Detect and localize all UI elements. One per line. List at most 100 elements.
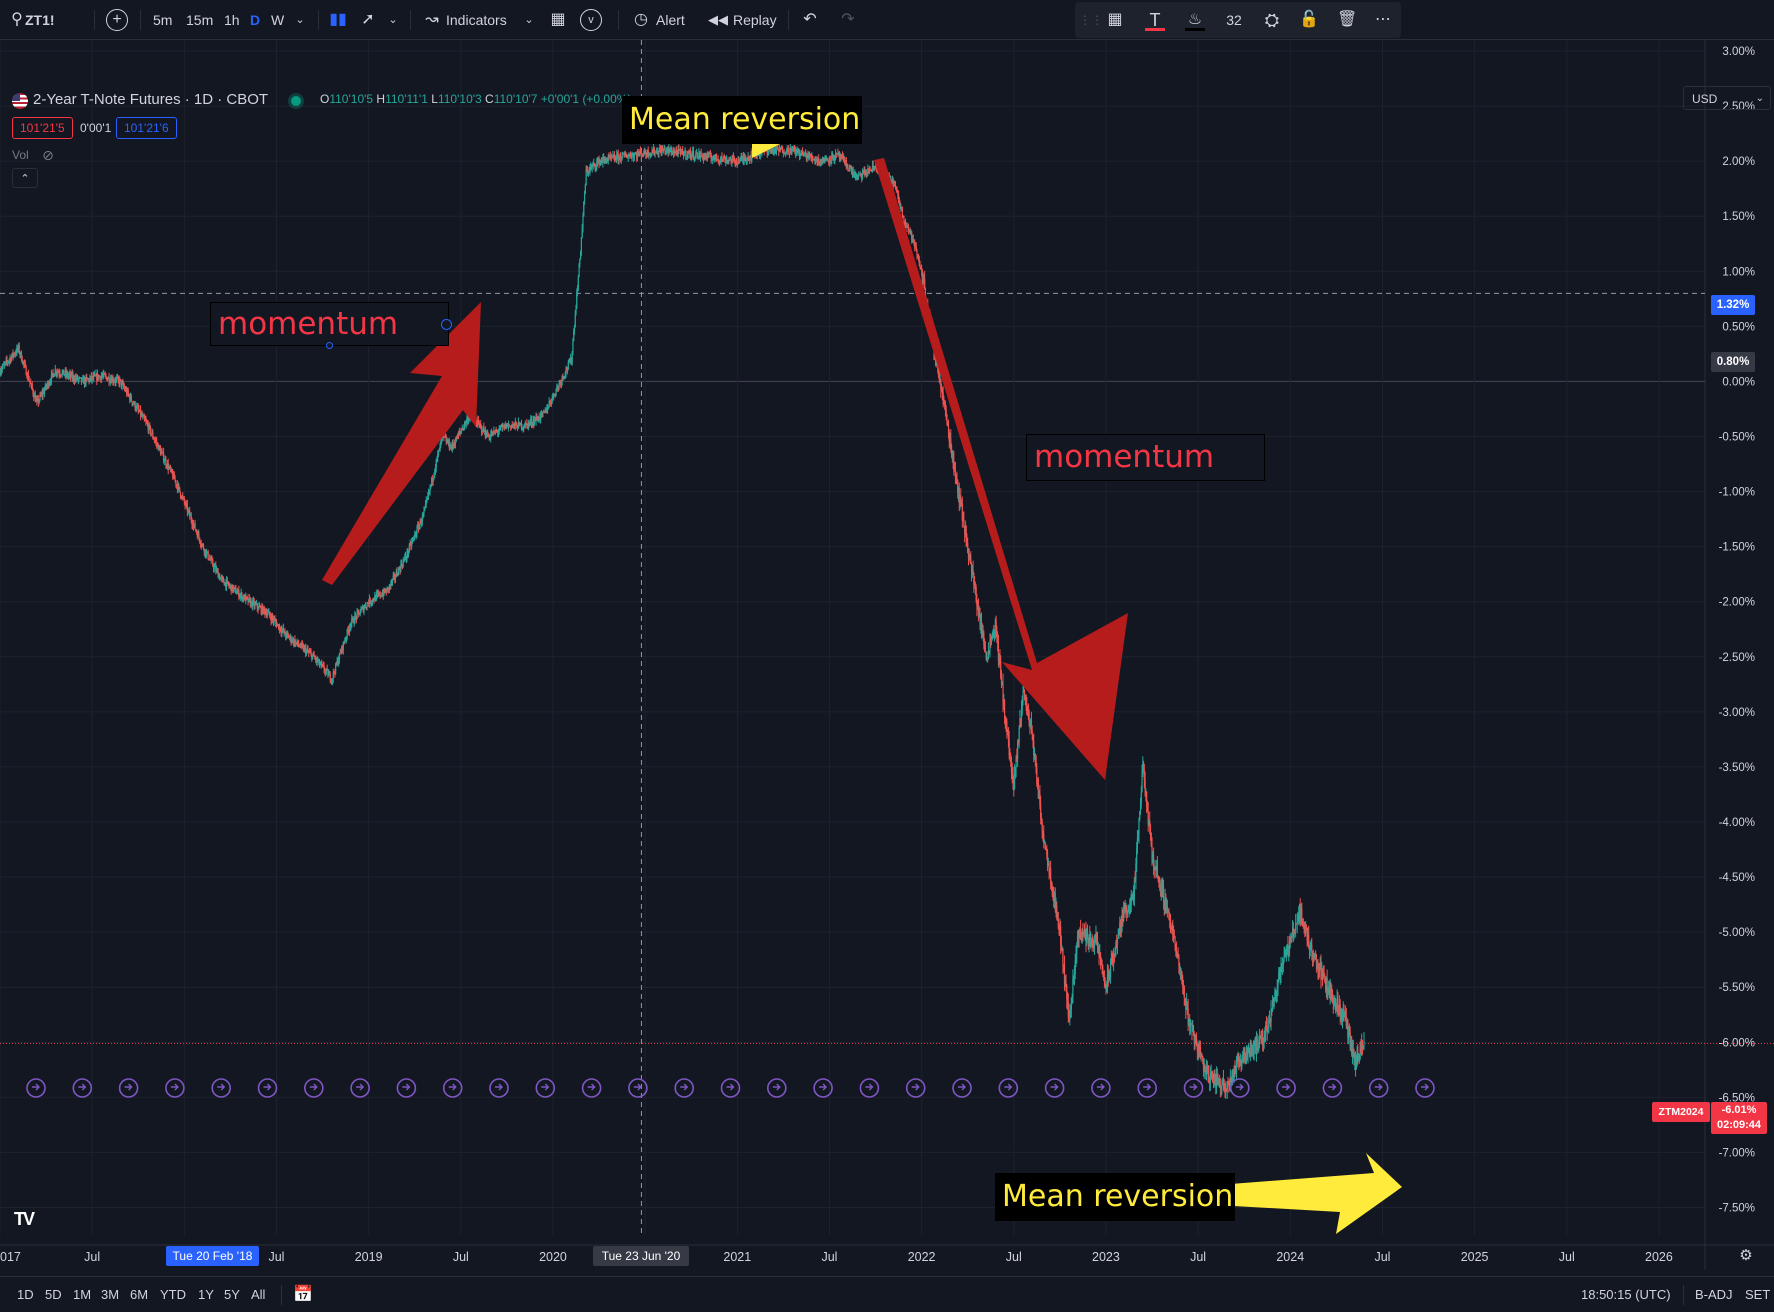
sell-price-button[interactable]: 101'21'5 — [12, 117, 73, 139]
annotation-handle[interactable] — [441, 319, 452, 330]
annotation-mean-reversion-top[interactable]: Mean reversion — [622, 96, 862, 144]
layout-grid-icon[interactable]: ▦ — [550, 11, 566, 28]
candle-body — [515, 422, 517, 425]
alert-button[interactable]: Alert — [656, 12, 685, 28]
range-1d[interactable]: 1D — [17, 1287, 34, 1302]
more-icon[interactable]: ⋯ — [1375, 11, 1391, 28]
rewind-icon[interactable]: ◀◀ — [708, 12, 728, 27]
candle-body — [247, 597, 249, 603]
chart-area[interactable]: 3.00% 2.50% 2.00% 1.50% 1.00% 0.50% 0.00% -0.50… — [0, 40, 1774, 1270]
candle-body — [1192, 1027, 1195, 1036]
price-chart[interactable]: 3.00%2.50%2.00%1.50%1.00%0.50%0.00%-0.50… — [0, 40, 1774, 1270]
range-3m[interactable]: 3M — [101, 1287, 120, 1302]
candle-body — [497, 431, 499, 433]
candle-body — [1084, 930, 1086, 936]
candle-body — [791, 147, 794, 149]
settings-icon[interactable]: ⛭ — [1264, 10, 1280, 30]
candle-body — [321, 664, 324, 666]
buy-price-button[interactable]: 101'21'6 — [116, 117, 177, 139]
candle-body — [415, 534, 417, 536]
candle-body — [1102, 967, 1104, 972]
calendar-icon[interactable]: 📅 — [293, 1286, 313, 1303]
candle-body — [229, 585, 231, 587]
candle-body — [732, 157, 735, 160]
candle-body — [104, 374, 106, 376]
range-ytd[interactable]: YTD — [160, 1287, 186, 1302]
back-adjust-toggle[interactable]: B-ADJ — [1695, 1287, 1733, 1302]
redo-icon[interactable]: ↷ — [841, 11, 855, 28]
candle-body — [369, 598, 371, 604]
interval-d[interactable]: D — [250, 12, 261, 28]
candle-body — [1199, 1046, 1201, 1053]
candle-body — [977, 607, 980, 616]
line-chart-icon[interactable]: ➚ — [361, 11, 375, 28]
annotation-mean-reversion-bottom[interactable]: Mean reversion — [995, 1173, 1235, 1221]
alert-clock-icon[interactable]: ◷ — [634, 11, 648, 28]
symbol-title[interactable]: 2-Year T-Note Futures · 1D · CBOT — [33, 91, 269, 108]
range-1y[interactable]: 1Y — [198, 1287, 214, 1302]
x-tick-label: 2026 — [1645, 1250, 1673, 1264]
font-size-value[interactable]: 32 — [1226, 12, 1242, 28]
candle-body — [1185, 999, 1187, 1010]
templates-icon[interactable]: v — [580, 9, 602, 31]
candle-body — [940, 388, 943, 390]
interval-15m[interactable]: 15m — [186, 12, 214, 28]
collapse-legend-icon[interactable]: ⌃ — [12, 168, 38, 188]
add-symbol-icon[interactable]: + — [106, 9, 128, 31]
candle-body — [1174, 937, 1176, 947]
annotation-handle[interactable] — [326, 342, 333, 349]
object-tree-icon[interactable]: ▦ — [1107, 11, 1123, 28]
candle-body — [1303, 924, 1305, 926]
undo-icon[interactable]: ↶ — [803, 11, 817, 28]
range-all[interactable]: All — [251, 1287, 266, 1302]
candle-body — [298, 645, 301, 647]
indicators-button[interactable]: Indicators — [446, 12, 507, 28]
annotation-momentum-left[interactable]: momentum — [210, 302, 449, 346]
axis-settings-icon[interactable]: ⚙ — [1739, 1247, 1753, 1264]
interval-5m[interactable]: 5m — [153, 12, 173, 28]
candle-body — [618, 156, 620, 161]
candle-body — [330, 680, 332, 682]
candle-body — [286, 632, 288, 634]
annotation-momentum-right[interactable]: momentum — [1026, 434, 1265, 481]
eye-hidden-icon[interactable]: ⊘ — [42, 147, 54, 163]
candle-body — [151, 432, 153, 434]
trash-icon[interactable]: 🗑 — [1337, 11, 1358, 28]
range-5y[interactable]: 5Y — [224, 1287, 240, 1302]
text-color-icon[interactable]: T — [1145, 9, 1165, 31]
candle-body — [817, 158, 819, 162]
x-tick-label: Jul — [1559, 1250, 1575, 1264]
interval-w[interactable]: W — [271, 12, 285, 28]
candle-body — [1166, 907, 1168, 909]
candle-body — [106, 378, 109, 381]
lock-icon[interactable]: 🔓 — [1299, 11, 1319, 28]
candle-body — [508, 424, 510, 426]
candle-body — [405, 558, 407, 559]
drag-handle-icon[interactable]: ⋮⋮ — [1079, 13, 1103, 27]
candle-body — [511, 425, 513, 427]
chevron-down-icon[interactable]: ⌄ — [524, 14, 534, 26]
range-5d[interactable]: 5D — [45, 1287, 62, 1302]
chevron-down-icon[interactable]: ⌄ — [388, 14, 398, 26]
volume-label[interactable]: Vol — [12, 148, 29, 162]
candle-body — [1099, 953, 1102, 964]
chevron-down-icon[interactable]: ⌄ — [295, 14, 305, 26]
candles-icon[interactable]: ▮▮ — [329, 11, 347, 28]
search-icon[interactable]: ⚲ — [11, 11, 23, 28]
indicators-icon[interactable]: ↝ — [425, 11, 439, 28]
candle-body — [1146, 791, 1148, 806]
replay-button[interactable]: Replay — [733, 12, 777, 28]
candle-body — [1255, 1038, 1258, 1054]
clock-display[interactable]: 18:50:15 (UTC) — [1581, 1287, 1671, 1302]
interval-1h[interactable]: 1h — [224, 12, 240, 28]
candle-body — [543, 412, 546, 414]
candle-body — [990, 639, 993, 643]
candle-body — [1296, 921, 1298, 925]
settlement-toggle[interactable]: SET — [1745, 1287, 1771, 1302]
candle-body — [868, 169, 870, 173]
currency-selector[interactable]: USD ⌄ — [1683, 86, 1771, 110]
range-6m[interactable]: 6M — [130, 1287, 149, 1302]
range-1m[interactable]: 1M — [73, 1287, 92, 1302]
symbol-search[interactable]: ZT1! — [25, 12, 55, 28]
fill-bucket-icon[interactable]: ♨ — [1185, 9, 1205, 31]
